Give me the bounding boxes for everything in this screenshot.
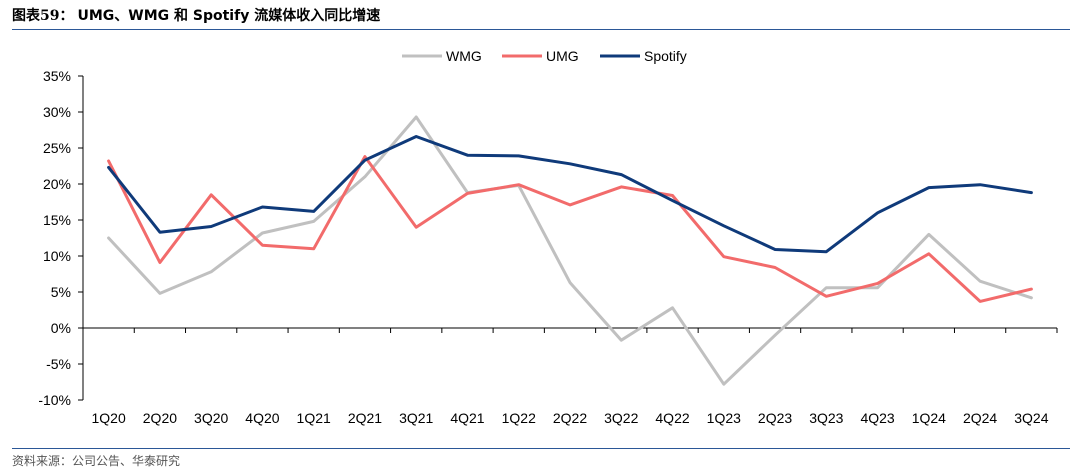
figure-number: 图表59： [12, 8, 74, 24]
x-axis: 1Q20 2Q20 3Q20 4Q20 1Q21 2Q21 3Q21 4Q21 1Q22 2Q22… [82, 327, 1058, 426]
series-line-umg [107, 155, 1033, 303]
series-line-wmg [107, 115, 1033, 386]
x-tick-label: 3Q23 [809, 410, 843, 426]
chart-legend: WMG UMG Spotify [402, 48, 687, 64]
x-tick-label: 2Q20 [143, 410, 177, 426]
legend-label-umg: UMG [546, 48, 579, 64]
figure-title-text: UMG、WMG 和 Spotify 流媒体收入同比增速 [77, 8, 381, 24]
y-tick-label: 20% [43, 176, 71, 192]
x-tick-label: 3Q21 [399, 410, 433, 426]
y-axis: -10% -5% 0% 5% 10% 15% 20% 25% 30% 35% [38, 68, 84, 408]
x-tick-label: 4Q21 [450, 410, 484, 426]
x-tick-label: 1Q20 [92, 410, 126, 426]
series-lines [107, 115, 1033, 386]
x-tick-label: 1Q24 [912, 410, 946, 426]
x-tick-label: 4Q20 [245, 410, 279, 426]
y-tick-label: -5% [46, 356, 71, 372]
y-tick-label: 35% [43, 68, 71, 84]
y-tick-label: -10% [38, 392, 71, 408]
x-tick-label: 2Q23 [758, 410, 792, 426]
figure-title: 图表59： UMG、WMG 和 Spotify 流媒体收入同比增速 [12, 4, 1070, 28]
x-tick-label: 1Q23 [707, 410, 741, 426]
y-tick-label: 30% [43, 104, 71, 120]
y-tick-label: 25% [43, 140, 71, 156]
title-rule [12, 29, 1070, 30]
x-tick-label: 1Q22 [502, 410, 536, 426]
x-tick-label: 2Q22 [553, 410, 587, 426]
series-line-spotify [107, 135, 1033, 254]
y-tick-label: 10% [43, 248, 71, 264]
y-tick-label: 5% [51, 284, 71, 300]
source-rule [12, 448, 1070, 449]
line-chart: WMG UMG Spotify -10% -5% 0% 5% 10% 15% 20% 25% 30%… [38, 48, 1058, 426]
y-tick-label: 0% [51, 320, 71, 336]
x-tick-label: 4Q22 [655, 410, 689, 426]
x-tick-label: 2Q21 [348, 410, 382, 426]
x-tick-label: 1Q21 [297, 410, 331, 426]
legend-label-spotify: Spotify [644, 48, 687, 64]
source-note: 资料来源：公司公告、华泰研究 [12, 454, 181, 468]
x-tick-label: 3Q22 [604, 410, 638, 426]
legend-label-wmg: WMG [446, 48, 482, 64]
y-tick-label: 15% [43, 212, 71, 228]
x-tick-label: 3Q20 [194, 410, 228, 426]
x-tick-label: 3Q24 [1014, 410, 1048, 426]
x-tick-label: 2Q24 [963, 410, 997, 426]
x-tick-label: 4Q23 [860, 410, 894, 426]
